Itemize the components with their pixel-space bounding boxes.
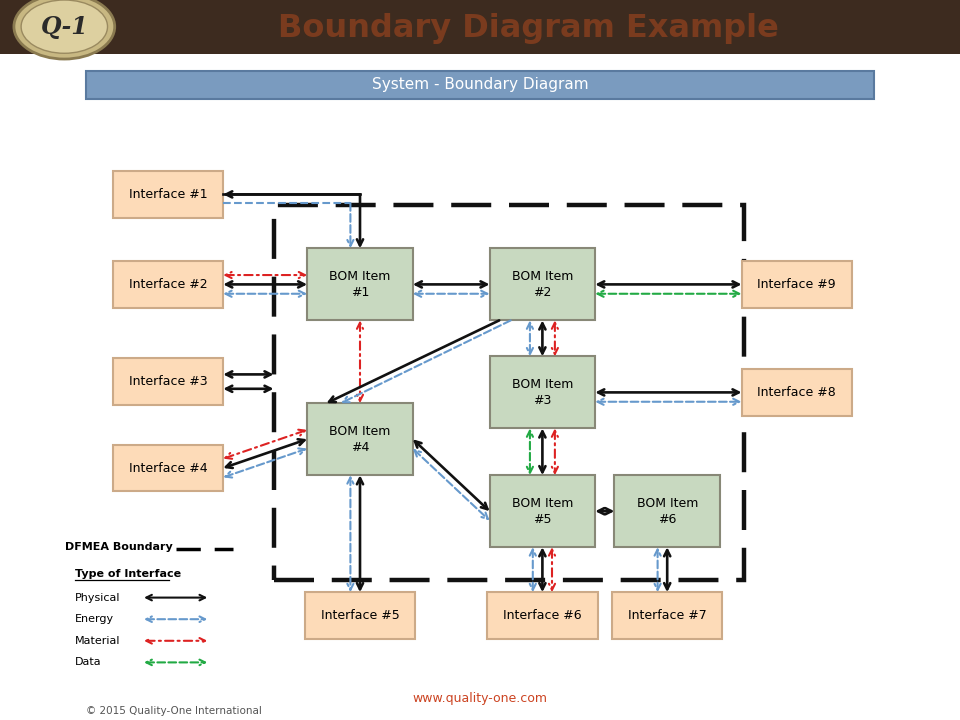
- Text: Interface #4: Interface #4: [129, 462, 207, 474]
- Bar: [113, 359, 223, 405]
- Bar: [614, 475, 720, 547]
- Bar: [741, 261, 852, 308]
- Bar: [307, 248, 413, 320]
- Bar: [490, 356, 595, 428]
- Bar: [487, 592, 597, 639]
- Text: BOM Item
#6: BOM Item #6: [636, 497, 698, 526]
- Text: DFMEA Boundary: DFMEA Boundary: [65, 542, 173, 552]
- Text: System - Boundary Diagram: System - Boundary Diagram: [372, 78, 588, 92]
- Text: BOM Item
#1: BOM Item #1: [329, 270, 391, 299]
- Bar: [305, 592, 415, 639]
- Text: Boundary Diagram Example: Boundary Diagram Example: [277, 12, 779, 44]
- Text: Q-1: Q-1: [40, 15, 88, 40]
- Text: Interface #6: Interface #6: [503, 609, 582, 622]
- Text: Type of Interface: Type of Interface: [75, 569, 181, 579]
- Bar: [307, 403, 413, 475]
- Text: BOM Item
#3: BOM Item #3: [512, 378, 573, 407]
- Text: Interface #7: Interface #7: [628, 609, 707, 622]
- Bar: [0, 0, 960, 54]
- Text: Interface #9: Interface #9: [757, 278, 836, 291]
- Text: Material: Material: [75, 636, 120, 646]
- Text: Interface #5: Interface #5: [321, 609, 399, 622]
- Text: Data: Data: [75, 657, 102, 667]
- Text: Energy: Energy: [75, 614, 114, 624]
- Text: BOM Item
#5: BOM Item #5: [512, 497, 573, 526]
- Text: Interface #1: Interface #1: [129, 188, 207, 201]
- Bar: [113, 261, 223, 308]
- Bar: [741, 369, 852, 416]
- Bar: [86, 71, 874, 99]
- Bar: [490, 475, 595, 547]
- Text: Interface #8: Interface #8: [757, 386, 836, 399]
- Bar: [490, 248, 595, 320]
- Bar: [274, 205, 744, 580]
- Bar: [113, 171, 223, 217]
- Text: BOM Item
#2: BOM Item #2: [512, 270, 573, 299]
- Text: BOM Item
#4: BOM Item #4: [329, 425, 391, 454]
- Text: www.quality-one.com: www.quality-one.com: [413, 692, 547, 705]
- Ellipse shape: [21, 0, 108, 53]
- Text: © 2015 Quality-One International: © 2015 Quality-One International: [86, 706, 262, 716]
- Bar: [113, 444, 223, 491]
- Text: Physical: Physical: [75, 593, 120, 603]
- Bar: [612, 592, 722, 639]
- Text: Interface #2: Interface #2: [129, 278, 207, 291]
- Text: Interface #3: Interface #3: [129, 375, 207, 388]
- Ellipse shape: [14, 0, 115, 59]
